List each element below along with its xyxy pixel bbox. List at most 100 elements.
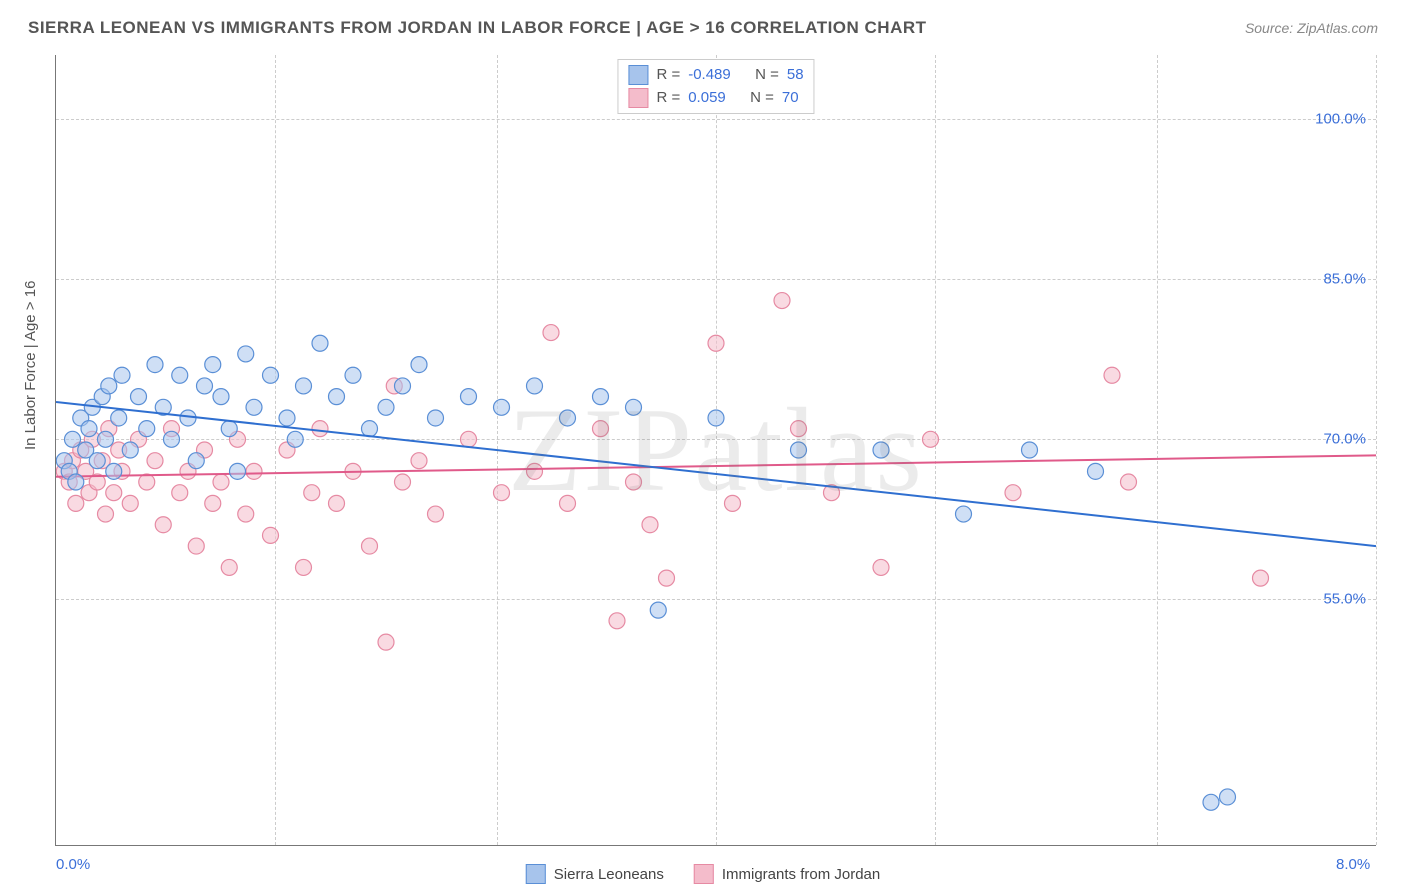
data-point (238, 346, 254, 362)
data-point (642, 517, 658, 533)
data-point (329, 389, 345, 405)
data-point (68, 495, 84, 511)
data-point (172, 485, 188, 501)
data-point (263, 527, 279, 543)
data-point (873, 442, 889, 458)
data-point (378, 634, 394, 650)
data-point (131, 389, 147, 405)
data-point (164, 431, 180, 447)
n-label: N = (750, 87, 774, 110)
n-value-b: 70 (782, 87, 799, 110)
data-point (923, 431, 939, 447)
data-point (461, 389, 477, 405)
data-point (345, 367, 361, 383)
data-point (1121, 474, 1137, 490)
data-point (172, 367, 188, 383)
data-point (304, 485, 320, 501)
data-point (221, 421, 237, 437)
data-point (147, 357, 163, 373)
data-point (188, 538, 204, 554)
data-point (395, 378, 411, 394)
data-point (230, 463, 246, 479)
data-point (774, 293, 790, 309)
data-point (122, 442, 138, 458)
data-point (593, 389, 609, 405)
data-point (527, 378, 543, 394)
data-point (98, 431, 114, 447)
data-point (213, 389, 229, 405)
data-point (708, 410, 724, 426)
r-value-a: -0.489 (688, 64, 731, 87)
data-point (543, 325, 559, 341)
chart-title: SIERRA LEONEAN VS IMMIGRANTS FROM JORDAN… (28, 18, 927, 38)
data-point (428, 506, 444, 522)
data-point (1104, 367, 1120, 383)
r-label: R = (656, 64, 680, 87)
data-point (527, 463, 543, 479)
data-point (197, 378, 213, 394)
data-point (287, 431, 303, 447)
swatch-series-a-bottom (526, 864, 546, 884)
data-point (139, 421, 155, 437)
data-point (873, 559, 889, 575)
data-point (1253, 570, 1269, 586)
data-point (791, 442, 807, 458)
source-label: Source: ZipAtlas.com (1245, 20, 1378, 36)
data-point (312, 335, 328, 351)
data-point (659, 570, 675, 586)
data-point (205, 357, 221, 373)
x-tick-label: 0.0% (56, 856, 90, 873)
data-point (428, 410, 444, 426)
y-axis-title: In Labor Force | Age > 16 (22, 281, 39, 450)
data-point (411, 453, 427, 469)
data-point (114, 367, 130, 383)
data-point (106, 463, 122, 479)
data-point (956, 506, 972, 522)
data-point (1203, 794, 1219, 810)
data-point (263, 367, 279, 383)
data-point (221, 559, 237, 575)
data-point (1220, 789, 1236, 805)
series-a-label: Sierra Leoneans (554, 866, 664, 883)
data-point (65, 431, 81, 447)
data-point (89, 453, 105, 469)
data-point (560, 410, 576, 426)
data-point (395, 474, 411, 490)
data-point (461, 431, 477, 447)
data-point (362, 538, 378, 554)
r-value-b: 0.059 (688, 87, 726, 110)
data-point (626, 399, 642, 415)
data-point (296, 378, 312, 394)
data-point (111, 410, 127, 426)
data-point (246, 463, 262, 479)
data-point (560, 495, 576, 511)
data-point (1088, 463, 1104, 479)
data-point (650, 602, 666, 618)
n-label: N = (755, 64, 779, 87)
data-point (106, 485, 122, 501)
data-point (155, 517, 171, 533)
data-point (296, 559, 312, 575)
data-point (1005, 485, 1021, 501)
plot-area: ZIPatlas R = -0.489 N = 58 R = 0.059 N =… (55, 55, 1376, 846)
legend-series: Sierra Leoneans Immigrants from Jordan (526, 864, 880, 884)
data-point (147, 453, 163, 469)
data-point (725, 495, 741, 511)
data-point (213, 474, 229, 490)
data-point (279, 410, 295, 426)
data-point (68, 474, 84, 490)
scatter-svg (56, 55, 1376, 845)
data-point (378, 399, 394, 415)
data-point (139, 474, 155, 490)
data-point (329, 495, 345, 511)
data-point (362, 421, 378, 437)
x-tick-label: 8.0% (1336, 856, 1370, 873)
data-point (411, 357, 427, 373)
data-point (494, 399, 510, 415)
data-point (101, 378, 117, 394)
data-point (246, 399, 262, 415)
data-point (791, 421, 807, 437)
data-point (609, 613, 625, 629)
data-point (1022, 442, 1038, 458)
swatch-series-b (628, 88, 648, 108)
